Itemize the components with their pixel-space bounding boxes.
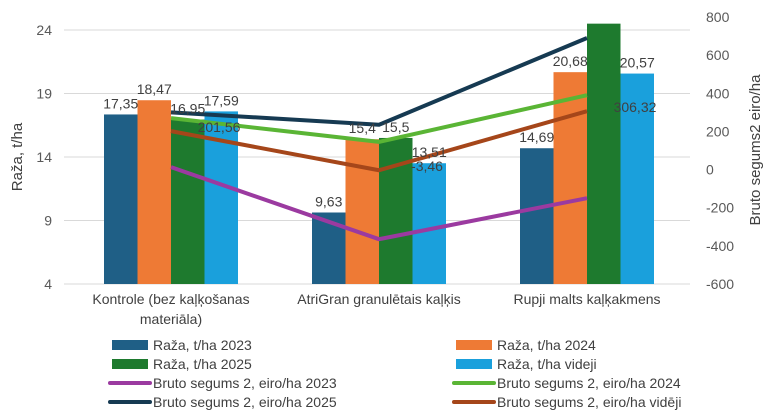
left-tick-label: 24 bbox=[36, 22, 52, 38]
legend-label: Raža, t/ha 2024 bbox=[497, 337, 596, 353]
series-line bbox=[170, 109, 588, 173]
left-tick-label: 4 bbox=[44, 276, 52, 292]
legend-item: Bruto segums 2, eiro/ha 2025 bbox=[108, 394, 337, 410]
bar bbox=[587, 23, 621, 285]
bar-data-label: 17,59 bbox=[204, 92, 239, 108]
right-tick-label: 600 bbox=[706, 47, 730, 63]
bar-data-label: 15,4 bbox=[349, 120, 376, 136]
legend-label: Raža, t/ha 2025 bbox=[153, 356, 252, 372]
legend-swatch-bar bbox=[456, 359, 492, 369]
bar-data-label: 15,5 bbox=[382, 119, 409, 135]
bar-data-label: 13,51 bbox=[412, 144, 447, 160]
left-tick-label: 19 bbox=[36, 86, 52, 102]
left-tick-label: 14 bbox=[36, 149, 52, 165]
bar bbox=[345, 139, 379, 284]
series-line bbox=[170, 93, 588, 144]
bar-data-label: 17,35 bbox=[103, 95, 138, 111]
bar bbox=[412, 163, 446, 284]
bar-data-label: 20,68 bbox=[553, 53, 588, 69]
category-labels: Kontrole (bez kaļķošanas materiāla) AtriGr… bbox=[92, 291, 660, 327]
legend-item: Bruto segums 2, eiro/ha 2024 bbox=[452, 375, 681, 391]
bar-data-label: 9,63 bbox=[315, 193, 342, 209]
bar bbox=[520, 148, 554, 284]
bar-data-label: 18,47 bbox=[137, 81, 172, 97]
bar bbox=[171, 119, 205, 284]
legend-item: Raža, t/ha 2025 bbox=[112, 356, 252, 372]
right-tick-label: 800 bbox=[706, 9, 730, 25]
category-label: AtriGran granulētais kaļķis bbox=[297, 291, 460, 307]
right-tick-label: -600 bbox=[706, 276, 734, 292]
legend-item: Raža, t/ha 2023 bbox=[112, 337, 252, 353]
series-line bbox=[170, 165, 588, 242]
category-label: Rupji malts kaļķakmens bbox=[513, 291, 660, 307]
legend-label: Bruto segums 2, eiro/ha 2023 bbox=[153, 375, 337, 391]
bar bbox=[553, 72, 587, 284]
legend-label: Bruto segums 2, eiro/ha 2025 bbox=[153, 394, 337, 410]
right-tick-label: 0 bbox=[706, 162, 714, 178]
legend-item: Raža, t/ha videji bbox=[456, 356, 597, 372]
series-line bbox=[170, 36, 588, 127]
legend-label: Raža, t/ha 2023 bbox=[153, 337, 252, 353]
legend-label: Bruto segums 2, eiro/ha 2024 bbox=[497, 375, 681, 391]
line-data-label: -3,46 bbox=[411, 158, 443, 174]
legend-label: Bruto segums 2, eiro/ha vidēji bbox=[497, 394, 681, 410]
right-axis-ticks: -600 -400 -200 0 200 400 600 800 bbox=[706, 9, 734, 292]
data-labels: 17,35 9,63 14,69 18,47 15,4 20,68 16,95 15,5 17,… bbox=[103, 53, 656, 209]
legend-swatch-bar bbox=[456, 340, 492, 350]
right-tick-label: -200 bbox=[706, 200, 734, 216]
line-series bbox=[170, 36, 588, 242]
category-label: materiāla) bbox=[140, 311, 202, 327]
legend: Raža, t/ha 2023 Raža, t/ha 2024 Raža, t/ha… bbox=[108, 337, 681, 410]
bar-data-label: 20,57 bbox=[620, 55, 655, 71]
legend-item: Raža, t/ha 2024 bbox=[456, 337, 596, 353]
right-tick-label: -400 bbox=[706, 238, 734, 254]
left-tick-label: 9 bbox=[44, 213, 52, 229]
legend-item: Bruto segums 2, eiro/ha 2023 bbox=[108, 375, 337, 391]
category-label: Kontrole (bez kaļķošanas bbox=[92, 291, 249, 307]
line-data-label: 201,56 bbox=[198, 119, 241, 135]
legend-swatch-bar bbox=[112, 359, 148, 369]
bar bbox=[137, 100, 171, 284]
right-tick-label: 200 bbox=[706, 123, 730, 139]
right-axis-title: Bruto segums2 eiro/ha bbox=[747, 74, 764, 226]
bar-series bbox=[104, 23, 654, 285]
right-tick-label: 400 bbox=[706, 85, 730, 101]
legend-item: Bruto segums 2, eiro/ha vidēji bbox=[452, 394, 681, 410]
legend-swatch-bar bbox=[112, 340, 148, 350]
bar bbox=[620, 73, 654, 284]
bar-data-label: 14,69 bbox=[519, 129, 554, 145]
line-data-label: 306,32 bbox=[614, 99, 657, 115]
left-axis-ticks: 4 9 14 19 24 bbox=[36, 22, 52, 292]
bar-data-label: 16,95 bbox=[170, 101, 205, 117]
bar bbox=[379, 137, 413, 284]
left-axis-title: Raža, t/ha bbox=[9, 122, 26, 191]
legend-label: Raža, t/ha videji bbox=[497, 356, 597, 372]
bar bbox=[104, 114, 138, 284]
